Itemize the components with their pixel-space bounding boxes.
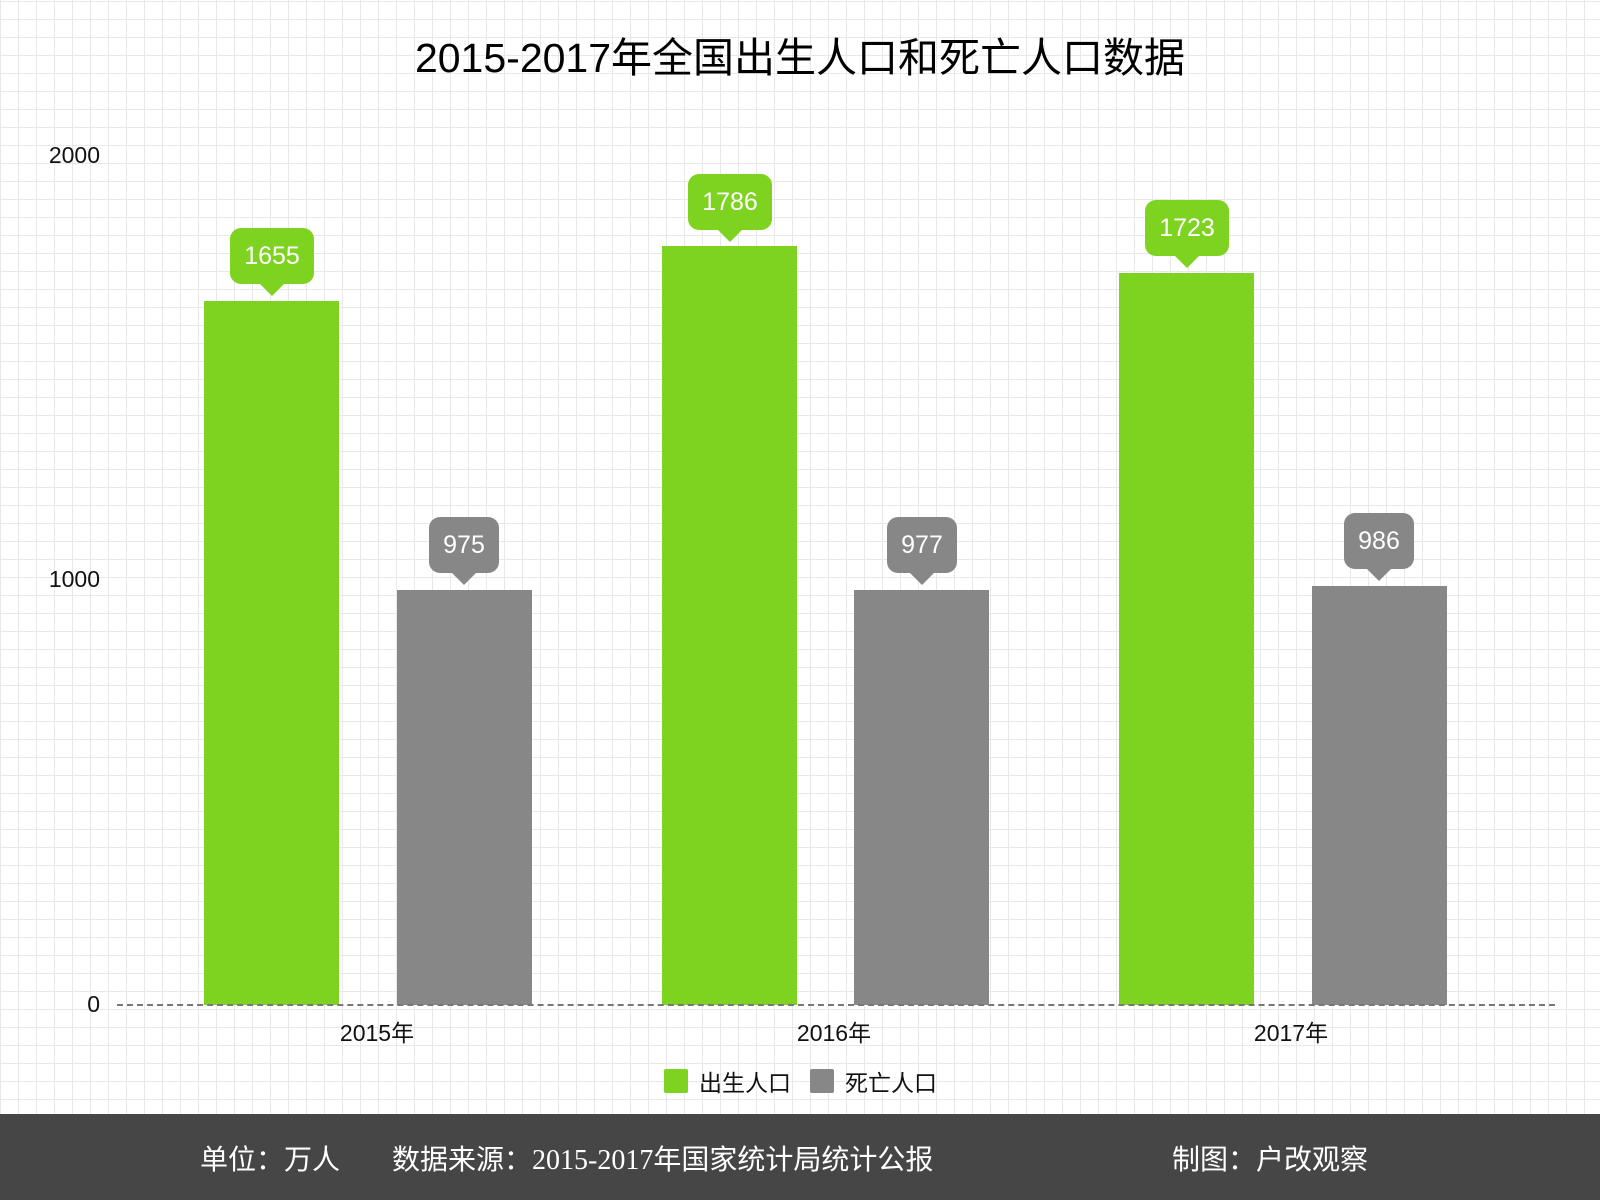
legend-item-death[interactable]: 死亡人口	[810, 1068, 937, 1096]
bar-birth-2017	[1119, 273, 1254, 1005]
x-tick-2016: 2016年	[796, 1020, 872, 1046]
legend-swatch-death	[810, 1069, 834, 1093]
label-birth-2016: 1786	[688, 174, 772, 242]
label-death-2016: 977	[887, 517, 957, 585]
footer-credit: 制图：户改观察	[1172, 1144, 1369, 1175]
legend-label-death: 死亡人口	[845, 1070, 937, 1096]
y-tick-0: 0	[87, 991, 100, 1017]
x-tick-2015: 2015年	[339, 1020, 415, 1046]
y-tick-2000: 2000	[48, 142, 100, 168]
label-birth-2017: 1723	[1145, 200, 1229, 268]
legend-swatch-birth	[664, 1069, 688, 1093]
label-death-2015: 975	[429, 517, 499, 585]
legend-item-birth[interactable]: 出生人口	[664, 1068, 791, 1096]
x-tick-2017: 2017年	[1253, 1020, 1329, 1046]
bar-birth-2015	[204, 301, 339, 1005]
bar-death-2016	[854, 590, 989, 1005]
y-tick-1000: 1000	[48, 566, 100, 592]
legend-label-birth: 出生人口	[699, 1070, 791, 1096]
label-birth-2015: 1655	[230, 228, 314, 296]
bar-death-2017	[1312, 586, 1447, 1005]
bar-death-2015	[397, 590, 532, 1005]
footer-source: 数据来源：2015-2017年国家统计局统计公报	[392, 1145, 934, 1176]
x-axis-baseline	[117, 1004, 1555, 1006]
chart-title: 2015-2017年全国出生人口和死亡人口数据	[414, 35, 1186, 81]
bar-birth-2016	[662, 246, 797, 1005]
footer-bar: 单位：万人 数据来源：2015-2017年国家统计局统计公报 制图：户改观察	[0, 1114, 1600, 1200]
label-death-2017: 986	[1344, 513, 1414, 581]
footer-unit: 单位：万人	[200, 1144, 341, 1175]
